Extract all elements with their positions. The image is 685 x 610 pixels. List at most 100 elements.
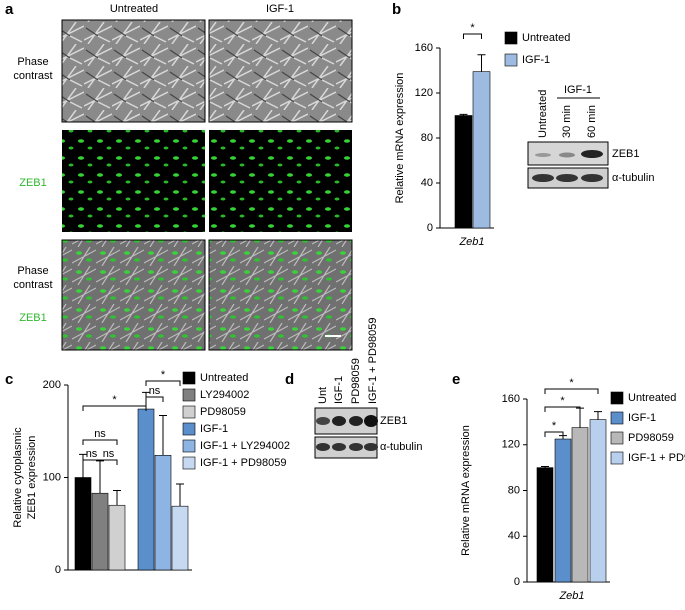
bar <box>454 115 473 229</box>
significance-bracket <box>145 396 164 402</box>
y-tick-label: 40 <box>508 530 520 542</box>
significance-bracket <box>145 380 181 386</box>
band-label: ZEB1 <box>380 415 408 427</box>
y-tick-label: 200 <box>43 379 61 391</box>
legend-label: Untreated <box>200 372 248 384</box>
band <box>316 443 330 451</box>
panel-label: e <box>452 371 460 388</box>
bar <box>154 454 172 571</box>
lane-label: PD98059 <box>350 358 362 404</box>
legend-label: IGF-1 + PD98059 <box>628 452 685 464</box>
y-axis-label: Relative mRNA expression <box>394 73 406 204</box>
y-tick-label: 80 <box>508 484 520 496</box>
significance-label: ns <box>103 448 115 460</box>
band <box>364 415 378 427</box>
band <box>364 443 378 451</box>
micrograph <box>62 130 205 232</box>
panel-label: b <box>392 1 401 18</box>
bar <box>137 408 155 571</box>
error-bar <box>79 453 87 478</box>
significance-label: * <box>112 394 117 406</box>
significance-bracket <box>544 431 564 437</box>
panel-label: d <box>285 371 294 388</box>
legend-swatch <box>182 439 196 453</box>
lane-label: 60 min <box>586 105 598 138</box>
band <box>316 417 330 425</box>
row-label: contrast <box>13 70 52 82</box>
legend-label: IGF-1 + LY294002 <box>200 440 290 452</box>
y-tick-label: 0 <box>514 576 520 588</box>
significance-label: * <box>552 420 557 432</box>
error-bar <box>459 113 468 116</box>
band <box>332 443 346 451</box>
band <box>349 416 363 426</box>
legend-label: IGF-1 <box>200 423 228 435</box>
legend-label: IGF-1 <box>628 412 656 424</box>
column-label: Untreated <box>110 3 158 15</box>
legend-label: IGF-1 <box>522 54 550 66</box>
y-axis-label: ZEB1 expression <box>26 436 38 520</box>
y-tick-label: 160 <box>502 393 520 405</box>
significance-label: ns <box>86 448 98 460</box>
legend-label: PD98059 <box>628 432 674 444</box>
row-label: contrast <box>13 279 52 291</box>
legend-swatch <box>504 53 518 67</box>
significance-bracket <box>463 33 482 39</box>
significance-label: * <box>560 395 565 407</box>
legend-swatch <box>182 371 196 385</box>
bar <box>536 467 554 583</box>
panel-label: a <box>5 1 14 18</box>
legend-swatch <box>610 451 624 465</box>
legend-swatch <box>182 456 196 470</box>
band <box>332 416 346 426</box>
legend-swatch <box>610 391 624 405</box>
significance-bracket <box>82 439 118 445</box>
micrograph <box>209 130 352 232</box>
significance-bracket <box>99 459 118 465</box>
legend-swatch <box>182 405 196 419</box>
error-bar <box>541 465 549 468</box>
significance-label: * <box>470 22 475 34</box>
legend-label: PD98059 <box>200 406 246 418</box>
error-bar <box>96 460 104 494</box>
y-tick-label: 40 <box>421 177 433 189</box>
significance-label: ns <box>94 428 106 440</box>
y-tick-label: 0 <box>427 222 433 234</box>
legend-swatch <box>182 422 196 436</box>
row-label: Phase <box>17 56 48 68</box>
y-tick-label: 80 <box>421 132 433 144</box>
y-tick-label: 160 <box>415 42 433 54</box>
band <box>535 153 551 157</box>
band <box>556 174 578 182</box>
lane-label: IGF-1 <box>333 376 345 404</box>
band-label: ZEB1 <box>612 148 640 160</box>
row-label: Phase <box>17 265 48 277</box>
significance-bracket <box>544 406 581 412</box>
error-bar <box>113 489 121 506</box>
micrograph <box>208 239 353 351</box>
row-label: ZEB1 <box>19 312 47 324</box>
error-bar <box>176 483 184 507</box>
significance-label: ns <box>149 385 161 397</box>
lane-label: Untreated <box>537 90 549 138</box>
y-axis-label: Relative cytoplasmic <box>12 427 24 528</box>
y-tick-label: 0 <box>55 564 61 576</box>
group-label: IGF-1 <box>564 84 592 96</box>
y-tick-label: 120 <box>502 439 520 451</box>
legend-label: Untreated <box>628 392 676 404</box>
significance-bracket <box>82 405 147 411</box>
legend-label: LY294002 <box>200 389 249 401</box>
lane-label: Unt <box>317 387 329 404</box>
error-bar <box>594 411 602 420</box>
row-label: ZEB1 <box>19 177 47 189</box>
bar <box>74 477 92 571</box>
micrograph <box>208 19 353 123</box>
y-tick-label: 100 <box>43 471 61 483</box>
micrograph <box>61 19 206 123</box>
bar <box>589 419 607 583</box>
panel-label: c <box>5 371 13 388</box>
error-bar <box>159 415 167 456</box>
micrograph <box>61 239 206 351</box>
x-tick-label: Zeb1 <box>458 236 484 248</box>
